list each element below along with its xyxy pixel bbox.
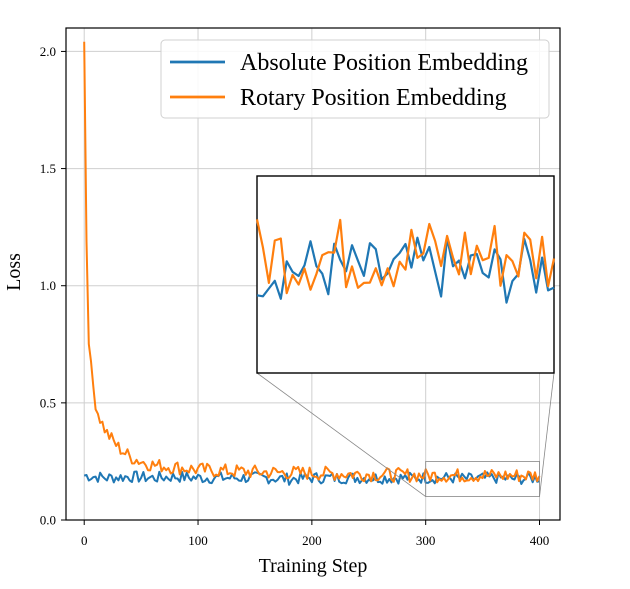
y-axis-ticks: 0.0 0.5 1.0 1.5 2.0 [40,44,66,528]
y-axis-label: Loss [3,253,25,291]
zoom-connector-line [539,372,555,497]
legend-label: Absolute Position Embedding [240,50,528,76]
x-tick-label: 300 [416,533,436,548]
inset-series-line [255,218,556,295]
inset-zoom [255,175,556,497]
y-tick-label: 0.0 [40,513,56,528]
inset-series-line [256,236,555,304]
zoom-connector-line [256,372,426,497]
series-line [83,41,541,484]
zoom-region-box [425,461,540,497]
legend-box [160,39,550,119]
plot-frame [65,27,561,521]
y-tick-label: 0.5 [40,395,56,410]
y-tick-label: 1.0 [40,278,56,293]
x-tick-label: 400 [530,533,550,548]
series-lines [83,41,541,486]
x-tick-label: 100 [188,533,208,548]
x-tick-label: 200 [302,533,322,548]
y-tick-label: 2.0 [40,44,56,59]
series-line [83,470,540,486]
x-axis-ticks: 0 100 200 300 400 [81,520,549,548]
x-axis-label: Training Step [259,555,368,577]
legend: Absolute Position Embedding Rotary Positi… [160,39,550,119]
x-tick-label: 0 [81,533,88,548]
legend-label: Rotary Position Embedding [240,85,507,111]
y-tick-label: 1.5 [40,161,56,176]
